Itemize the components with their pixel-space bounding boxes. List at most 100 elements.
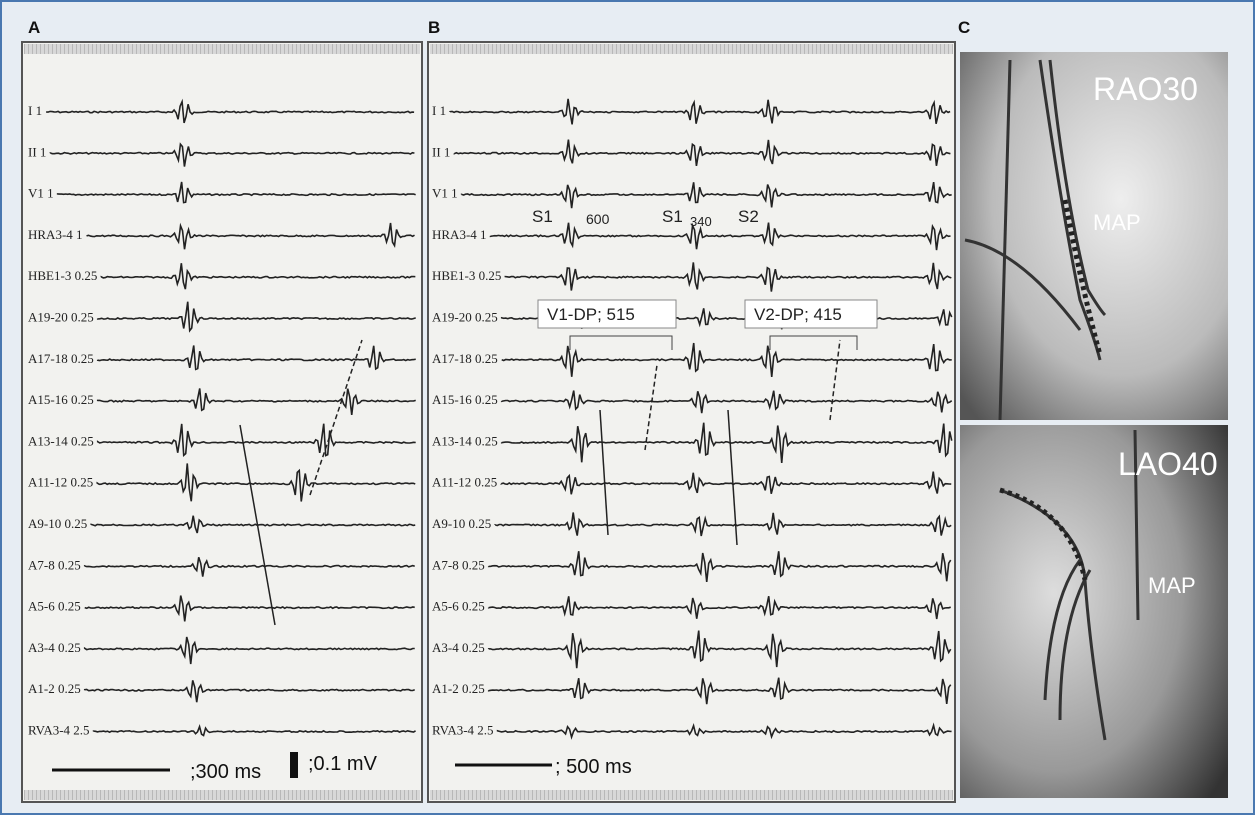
ecg-trace	[501, 342, 952, 377]
channel-label: V1 1	[432, 186, 458, 201]
scale-label: ;300 ms	[190, 761, 261, 783]
channel-label: A19-20 0.25	[28, 309, 94, 324]
panel-label: A	[28, 18, 40, 37]
scale-label: ; 500 ms	[555, 756, 632, 778]
ecg-trace	[500, 390, 953, 414]
ecg-trace	[86, 222, 415, 250]
ecg-trace	[46, 98, 415, 124]
label-box	[744, 299, 878, 329]
channel-label: V1 1	[28, 186, 54, 201]
channel-label: A13-14 0.25	[28, 433, 94, 448]
panel-label: C	[958, 18, 970, 37]
box-label: V1-DP; 515	[547, 305, 635, 324]
ecg-trace	[56, 181, 416, 204]
annotation: S1	[532, 207, 553, 226]
ecg-trace	[96, 463, 416, 502]
channel-label: A7-8 0.25	[28, 557, 81, 572]
channel-label: A3-4 0.25	[28, 640, 81, 655]
ecg-trace	[496, 722, 952, 740]
channel-label: A11-12 0.25	[432, 475, 497, 490]
arrow	[239, 424, 276, 626]
channel-label: A1-2 0.25	[28, 681, 81, 696]
channel-label: HRA3-4 1	[432, 227, 487, 242]
ecg-trace	[500, 471, 952, 495]
view-tag: MAP	[1148, 573, 1196, 598]
channel-label: A13-14 0.25	[432, 433, 498, 448]
ecg-trace	[90, 515, 416, 534]
arrow	[727, 409, 738, 546]
ecg-trace	[100, 263, 416, 290]
ecg-trace	[500, 422, 953, 463]
bracket	[569, 335, 673, 350]
annotation: S2	[738, 207, 759, 226]
ecg-trace	[96, 388, 416, 415]
scale-label: ;0.1 mV	[308, 753, 378, 775]
ecg-trace	[489, 222, 951, 251]
ecg-trace	[83, 636, 415, 665]
ecg-trace	[49, 142, 415, 167]
ecg-trace	[96, 301, 416, 333]
tick-strip	[24, 44, 420, 54]
channel-label: I 1	[28, 103, 42, 118]
ecg-trace	[84, 595, 415, 622]
channel-label: RVA3-4 2.5	[28, 722, 90, 737]
ecg-trace	[460, 181, 952, 209]
arrow	[309, 339, 363, 496]
arrow	[829, 339, 841, 421]
annotation: 340	[690, 214, 712, 229]
channel-label: A3-4 0.25	[432, 640, 485, 655]
panel-a	[21, 41, 423, 803]
channel-label: A9-10 0.25	[28, 516, 87, 531]
ecg-trace	[92, 723, 416, 737]
channel-label: HBE1-3 0.25	[432, 268, 501, 283]
ecg-trace	[96, 345, 416, 371]
ecg-trace	[453, 139, 951, 167]
channel-label: A7-8 0.25	[432, 557, 485, 572]
xray-image	[960, 425, 1228, 798]
arrow	[644, 364, 658, 451]
ecg-trace	[487, 677, 952, 705]
channel-label: HBE1-3 0.25	[28, 268, 97, 283]
channel-label: RVA3-4 2.5	[432, 722, 494, 737]
channel-label: I 1	[432, 103, 446, 118]
view-tag: MAP	[1093, 210, 1141, 235]
channel-label: A5-6 0.25	[432, 599, 485, 614]
tick-strip	[24, 790, 420, 800]
arrow	[599, 409, 609, 536]
tick-strip	[430, 790, 953, 800]
ecg-trace	[83, 556, 415, 577]
channel-label: A17-18 0.25	[432, 351, 498, 366]
ecg-trace	[504, 262, 952, 292]
panel-label: B	[428, 18, 440, 37]
box-label: V2-DP; 415	[754, 305, 842, 324]
scale-bar	[290, 752, 298, 778]
ecg-trace	[494, 512, 952, 537]
channel-label: A1-2 0.25	[432, 681, 485, 696]
panel-b	[427, 41, 956, 803]
ecg-trace	[487, 630, 952, 669]
ecg-trace	[487, 596, 951, 620]
channel-label: A5-6 0.25	[28, 599, 81, 614]
electrode-array	[999, 199, 1103, 581]
bracket	[769, 335, 858, 350]
channel-label: A9-10 0.25	[432, 516, 491, 531]
channel-label: A17-18 0.25	[28, 351, 94, 366]
channel-label: II 1	[432, 144, 450, 159]
channel-label: II 1	[28, 144, 46, 159]
annotation: 600	[586, 211, 610, 227]
view-title: LAO40	[1118, 446, 1218, 482]
label-box	[537, 299, 677, 329]
annotation: S1	[662, 207, 683, 226]
channel-label: A15-16 0.25	[28, 392, 94, 407]
channel-label: A11-12 0.25	[28, 475, 93, 490]
catheters	[964, 59, 1140, 741]
ecg-trace	[449, 98, 951, 125]
channel-label: A15-16 0.25	[432, 392, 498, 407]
ecg-trace	[96, 423, 416, 457]
ecg-trace	[487, 551, 952, 582]
channel-label: A19-20 0.25	[432, 309, 498, 324]
channel-label: HRA3-4 1	[28, 227, 83, 242]
ecg-trace	[83, 680, 415, 703]
view-title: RAO30	[1093, 71, 1198, 107]
